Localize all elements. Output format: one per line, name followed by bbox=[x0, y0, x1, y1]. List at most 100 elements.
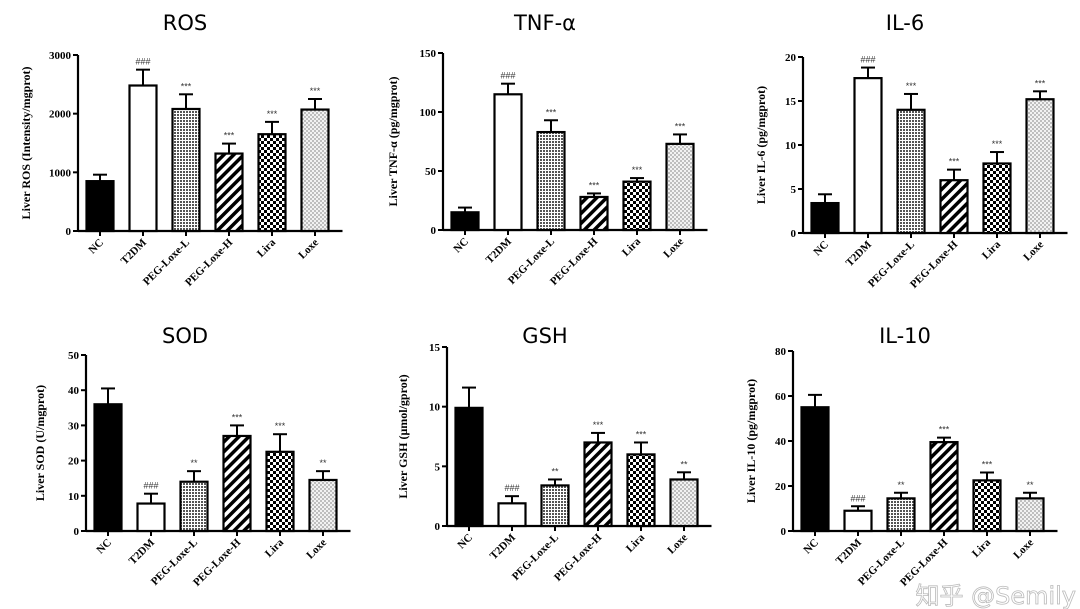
y-tick-label: 2000 bbox=[49, 109, 72, 121]
y-axis-label: Liver SOD (U/mgprot) bbox=[33, 385, 47, 501]
significance-label: *** bbox=[267, 109, 278, 119]
significance-label: ### bbox=[860, 55, 875, 65]
significance-label: *** bbox=[275, 421, 286, 431]
y-tick-label: 60 bbox=[775, 391, 787, 403]
bar-lira bbox=[972, 479, 1002, 533]
significance-label: *** bbox=[593, 420, 604, 430]
x-tick-label: Lira bbox=[620, 235, 644, 259]
x-tick-label: T2DM bbox=[844, 238, 875, 269]
y-tick-label: 50 bbox=[68, 350, 80, 362]
y-axis-label: Liver GSH (μmol/gprot) bbox=[396, 374, 410, 498]
bar-loxe bbox=[669, 478, 699, 528]
significance-label: *** bbox=[632, 165, 643, 175]
significance-label: ### bbox=[135, 57, 150, 67]
bar-nc bbox=[450, 211, 480, 232]
x-tick-label: Lira bbox=[624, 531, 648, 555]
x-tick-label: Loxe bbox=[304, 537, 329, 562]
significance-label: ### bbox=[143, 481, 158, 491]
significance-label: *** bbox=[1035, 78, 1046, 88]
significance-label: *** bbox=[906, 81, 917, 91]
y-tick-label: 0 bbox=[74, 526, 80, 538]
bar-t2dm bbox=[843, 509, 873, 533]
chart-title: ROS bbox=[163, 11, 207, 35]
significance-label: *** bbox=[949, 157, 960, 167]
bar-t2dm bbox=[497, 502, 527, 528]
y-tick-label: 5 bbox=[435, 461, 441, 473]
significance-label: ** bbox=[319, 458, 327, 468]
bar-peg-loxe-h bbox=[222, 434, 252, 533]
y-tick-label: 20 bbox=[775, 481, 787, 493]
significance-label: ### bbox=[850, 493, 865, 503]
chart-title: SOD bbox=[162, 324, 208, 348]
x-tick-label: T2DM bbox=[484, 235, 515, 266]
y-tick-label: 15 bbox=[785, 96, 797, 108]
significance-label: *** bbox=[310, 86, 321, 96]
x-tick-label: Loxe bbox=[665, 532, 690, 557]
x-tick-label: Lira bbox=[263, 536, 287, 560]
significance-label: *** bbox=[546, 107, 557, 117]
y-tick-label: 3000 bbox=[49, 50, 72, 62]
bar-peg-loxe-h bbox=[939, 179, 969, 235]
bar-peg-loxe-h bbox=[579, 195, 609, 232]
bar-peg-loxe-l bbox=[536, 130, 566, 232]
y-tick-label: 100 bbox=[420, 107, 437, 119]
bar-loxe bbox=[665, 142, 695, 232]
y-axis-label: Liver IL-10 (pg/mgprot) bbox=[744, 379, 758, 503]
significance-label: *** bbox=[675, 121, 686, 131]
chart-title: TNF-α bbox=[513, 11, 576, 35]
bar-loxe bbox=[1015, 497, 1045, 533]
bar-nc bbox=[93, 403, 123, 533]
significance-label: ** bbox=[897, 480, 905, 490]
x-tick-label: NC bbox=[86, 237, 106, 257]
significance-label: *** bbox=[181, 81, 192, 91]
bar-lira bbox=[257, 133, 287, 233]
bar-lira bbox=[626, 453, 656, 528]
y-tick-label: 40 bbox=[775, 436, 787, 448]
y-tick-label: 150 bbox=[420, 48, 437, 60]
bar-t2dm bbox=[493, 93, 523, 232]
significance-label: *** bbox=[224, 131, 235, 141]
x-tick-label: NC bbox=[811, 239, 831, 259]
bar-peg-loxe-l bbox=[171, 107, 201, 233]
chart-title: GSH bbox=[522, 324, 567, 348]
x-tick-label: Loxe bbox=[296, 237, 321, 262]
y-tick-label: 10 bbox=[429, 402, 441, 414]
bar-peg-loxe-h bbox=[929, 441, 959, 533]
bar-nc bbox=[85, 180, 115, 233]
bar-loxe bbox=[308, 478, 338, 533]
y-tick-label: 0 bbox=[431, 225, 437, 237]
x-tick-label: Loxe bbox=[661, 236, 686, 261]
significance-label: ** bbox=[190, 458, 198, 468]
y-tick-label: 50 bbox=[425, 166, 437, 178]
significance-label: ### bbox=[504, 483, 519, 493]
bar-nc bbox=[454, 406, 484, 528]
bar-peg-loxe-h bbox=[583, 441, 613, 528]
bar-peg-loxe-l bbox=[896, 108, 926, 235]
x-tick-label: Lira bbox=[970, 536, 994, 560]
bar-nc bbox=[810, 201, 840, 235]
chart-panel-il6: IL-6 Liver IL-6 (pg/mgprot) 0 5 10 15 20 NC ### T… bbox=[754, 11, 1068, 291]
bar-lira bbox=[622, 180, 652, 232]
x-tick-label: T2DM bbox=[119, 236, 150, 267]
y-tick-label: 0 bbox=[435, 521, 441, 533]
significance-label: *** bbox=[992, 139, 1003, 149]
significance-label: *** bbox=[589, 180, 600, 190]
x-tick-label: NC bbox=[455, 532, 475, 552]
bar-peg-loxe-l bbox=[179, 480, 209, 533]
bar-loxe bbox=[1025, 98, 1055, 235]
chart-panel-tnf: TNF-α Liver TNF-α (pg/mgprot) 0 50 100 150 NC #… bbox=[386, 11, 708, 288]
watermark: 知乎 @Semily bbox=[915, 582, 1076, 609]
y-tick-label: 15 bbox=[429, 342, 441, 354]
significance-label: *** bbox=[939, 425, 950, 435]
significance-label: ** bbox=[551, 466, 559, 476]
y-tick-label: 10 bbox=[68, 491, 80, 503]
y-tick-label: 5 bbox=[791, 184, 797, 196]
significance-label: *** bbox=[232, 412, 243, 422]
y-tick-label: 1000 bbox=[49, 167, 72, 179]
bar-lira bbox=[265, 450, 295, 533]
x-tick-label: Loxe bbox=[1021, 239, 1046, 264]
chart-panel-sod: SOD Liver SOD (U/mgprot) 0 10 20 30 40 50 NC ### T… bbox=[33, 324, 351, 589]
x-tick-label: T2DM bbox=[127, 536, 158, 567]
significance-label: *** bbox=[982, 460, 993, 470]
significance-label: ** bbox=[1026, 480, 1034, 490]
